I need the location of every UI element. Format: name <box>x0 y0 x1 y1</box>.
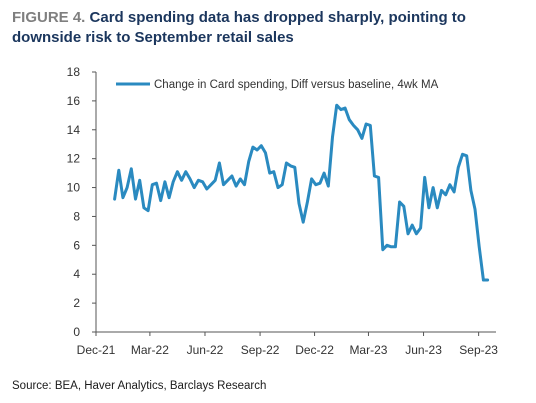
x-tick-label: Sep-22 <box>241 343 280 357</box>
y-tick-label: 12 <box>67 152 81 166</box>
y-tick-label: 18 <box>67 65 81 79</box>
x-tick-label: Mar-23 <box>349 343 387 357</box>
x-tick-label: Jun-23 <box>405 343 442 357</box>
source-note: Source: BEA, Haver Analytics, Barclays R… <box>12 380 267 392</box>
y-tick-label: 10 <box>67 181 81 195</box>
x-tick-label: Mar-22 <box>131 343 169 357</box>
y-tick-label: 8 <box>73 209 80 223</box>
y-axis: 0 2 4 6 8 10 12 14 16 18 <box>67 65 96 339</box>
y-tick-label: 0 <box>73 325 80 339</box>
y-tick-label: 6 <box>73 238 80 252</box>
axis-lines <box>95 72 496 333</box>
legend-label: Change in Card spending, Diff versus bas… <box>154 79 439 91</box>
x-tick-label: Dec-21 <box>77 343 116 357</box>
y-tick-label: 4 <box>73 267 80 281</box>
series-group <box>113 103 490 282</box>
series-line <box>113 103 490 282</box>
figure-label: FIGURE 4. <box>12 9 86 26</box>
x-tick-label: Sep-23 <box>459 343 498 357</box>
x-axis: Dec-21 Mar-22 Jun-22 Sep-22 Dec-22 Mar-23 Jun-… <box>77 332 498 357</box>
x-tick-label: Jun-22 <box>187 343 224 357</box>
line-chart: 0 2 4 6 8 10 12 14 16 18 Dec-21 Mar-22 Jun-22 Sep-22… <box>67 65 499 357</box>
y-tick-label: 16 <box>67 94 81 108</box>
x-tick-label: Dec-22 <box>295 343 334 357</box>
chart-title-text: Card spending data has dropped sharply, … <box>12 9 466 46</box>
y-tick-label: 2 <box>73 296 80 310</box>
chart-title: FIGURE 4. Card spending data has dropped… <box>12 8 527 48</box>
y-tick-label: 14 <box>67 123 81 137</box>
legend: Change in Card spending, Diff versus bas… <box>116 79 439 91</box>
